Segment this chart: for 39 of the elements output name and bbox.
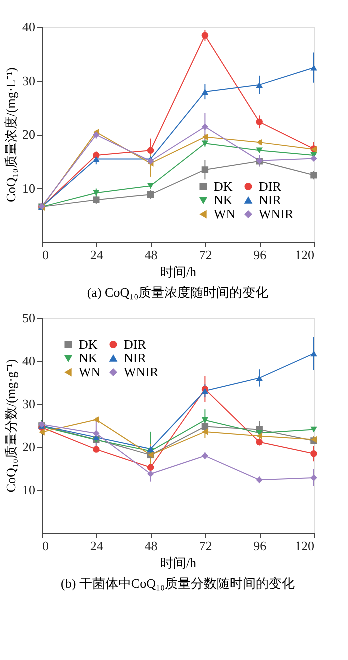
x-tick-label: 72 (199, 248, 212, 262)
x-tick-label: 96 (254, 248, 268, 262)
legend-label: WN (214, 206, 236, 222)
x-tick-label: 96 (254, 538, 268, 554)
x-tick-label: 24 (90, 248, 104, 262)
x-tick-label: 120 (295, 538, 314, 554)
legend-label: WN (79, 364, 102, 380)
legend-label: DK (79, 336, 98, 352)
legend-label: NIR (259, 192, 282, 208)
y-tick-label: 50 (22, 310, 36, 326)
y-axis-title: CoQ₁₀质量分数/(mg·g⁻¹) (4, 359, 18, 493)
legend-label: WNIR (124, 364, 159, 380)
x-tick-label: 48 (144, 538, 158, 554)
y-tick-label: 20 (22, 440, 36, 454)
y-tick-label: 30 (22, 73, 36, 88)
y-tick-label: 40 (22, 20, 36, 34)
legend-label: DK (214, 178, 234, 194)
legend-label: NIR (124, 350, 147, 366)
x-tick-label: 48 (144, 248, 158, 262)
legend-label: DIR (124, 336, 147, 352)
legend-label: NK (214, 192, 234, 208)
y-tick-label: 40 (22, 354, 36, 368)
y-axis-title: CoQ₁₀质量浓度/(mg·L⁻¹) (4, 68, 18, 202)
y-tick-label: 10 (22, 482, 36, 498)
legend-label: NK (79, 350, 98, 366)
x-tick-label: 0 (42, 538, 49, 554)
x-axis-title: 时间/h (160, 556, 198, 570)
text: (b) 干菌体中CoQ₁₀质量分数随时间的变化 (60, 576, 296, 591)
x-axis-title: 时间/h (160, 264, 198, 280)
text: (a) CoQ₁₀质量浓度随时间的变化 (87, 285, 269, 300)
legend-label: WNIR (259, 206, 294, 222)
x-tick-label: 120 (295, 248, 314, 262)
y-tick-label: 30 (22, 396, 36, 412)
y-tick-label: 10 (22, 180, 36, 196)
x-tick-label: 72 (199, 538, 212, 554)
x-tick-label: 24 (90, 538, 104, 554)
y-tick-label: 20 (22, 127, 36, 142)
x-tick-label: 0 (42, 248, 49, 262)
legend-label: DIR (259, 178, 282, 194)
